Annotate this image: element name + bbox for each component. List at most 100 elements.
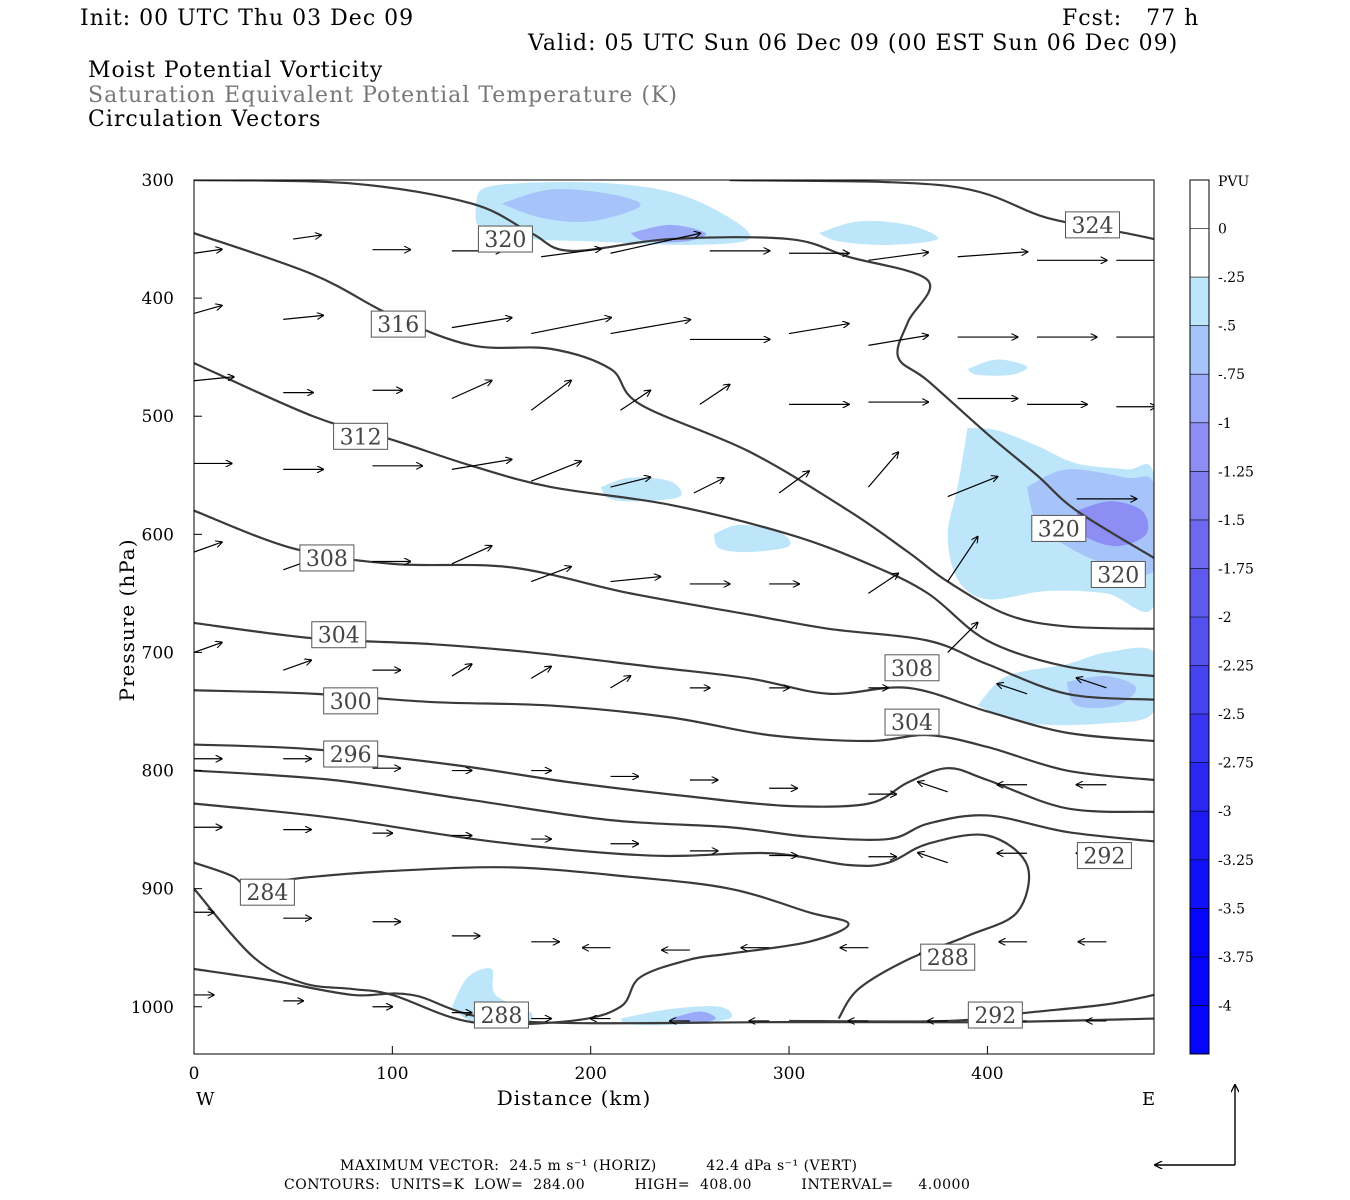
circulation-vector [947, 622, 978, 653]
circulation-vector [620, 390, 650, 411]
contour-label-box [311, 621, 367, 649]
colorbar-seg [1190, 956, 1209, 1006]
circulation-vector [293, 235, 321, 240]
colorbar-label: -2 [1218, 610, 1232, 626]
circulation-vector [778, 471, 809, 494]
y-tick-label: 1000 [131, 998, 174, 1018]
circulation-vector [451, 381, 492, 400]
contour-label: 288 [927, 946, 969, 971]
colorbar-label: -3.5 [1218, 901, 1245, 917]
colorbar-seg [1190, 1005, 1209, 1054]
contour-label: 324 [1072, 214, 1114, 239]
contour-label: 312 [340, 425, 382, 450]
circulation-vector [194, 249, 222, 254]
y-tick-label: 900 [142, 880, 174, 900]
circulation-vector [194, 642, 222, 653]
colorbar-label: -1.5 [1218, 513, 1245, 529]
contour-label: 308 [306, 547, 348, 572]
theta-es-contours [194, 180, 1154, 1026]
colorbar-seg [1190, 325, 1209, 375]
colorbar-seg [1190, 374, 1209, 423]
reference-vector [1155, 1085, 1235, 1165]
contour-label: 292 [1083, 845, 1125, 870]
x-tick-label: 400 [971, 1064, 1003, 1084]
y-tick-label: 700 [142, 643, 174, 663]
contour-label: 320 [484, 228, 526, 253]
pv-region-11 [1066, 675, 1137, 709]
colorbar-label: -1 [1218, 416, 1232, 432]
contour-label-box [239, 878, 295, 906]
colorbar-label: -.75 [1218, 367, 1245, 383]
circulation-vector [451, 664, 472, 677]
circulation-vector [530, 666, 551, 679]
contour-324-0 [729, 180, 1154, 241]
colorbar-label: -.25 [1218, 270, 1245, 286]
colorbar-seg [1190, 665, 1209, 715]
x-tick-label: 300 [773, 1064, 805, 1084]
contour-label-box [477, 225, 533, 253]
contour-304-5 [194, 621, 1154, 743]
contour-label-box [884, 708, 940, 736]
circulation-vector [531, 318, 611, 335]
contour-label-box [370, 310, 426, 338]
contour-info-note: CONTOURS: UNITS=K LOW= 284.00 HIGH= 408.… [284, 1177, 971, 1193]
circulation-vector [947, 477, 998, 498]
contour-label-box [323, 740, 379, 768]
contour-label: 320 [1097, 563, 1139, 588]
valid-time: Valid: 05 UTC Sun 06 Dec 09 (00 EST Sun … [528, 31, 1179, 56]
circulation-vector [918, 853, 948, 864]
colorbar-label: -2.25 [1218, 659, 1254, 675]
circulation-vector [868, 335, 928, 346]
colorbar-label: -.5 [1218, 319, 1236, 335]
y-axis-label: Pressure (hPa) [115, 539, 139, 702]
colorbar-label: -1.75 [1218, 561, 1254, 577]
field-title-theta-es: Saturation Equivalent Potential Temperat… [88, 83, 678, 108]
field-title-mpv: Moist Potential Vorticity [88, 58, 384, 83]
contour-label: 296 [330, 743, 372, 768]
pv-region-4 [967, 359, 1028, 376]
contour-292-8 [194, 769, 1154, 843]
max-vector-note: MAXIMUM VECTOR: 24.5 m s⁻¹ (HORIZ) 42.4 … [340, 1158, 858, 1174]
circulation-vector [867, 452, 898, 488]
circulation-vector [530, 567, 571, 583]
x-tick-label: 0 [189, 1064, 200, 1084]
circulation-vector [194, 305, 222, 315]
circulation-vector [868, 252, 928, 261]
contour-label: 304 [891, 711, 933, 736]
colorbar-seg [1190, 471, 1209, 520]
circulation-vector [530, 461, 581, 482]
circulation-vector [451, 546, 492, 565]
circulation-vector [610, 577, 661, 583]
colorbar-label: 0 [1218, 222, 1227, 238]
east-label: E [1142, 1089, 1155, 1110]
x-axis-label: Distance (km) [497, 1086, 652, 1110]
circulation-vector [1076, 678, 1107, 689]
contour-label-box [1065, 211, 1121, 239]
contour-label-box [884, 654, 940, 682]
y-tick-label: 300 [142, 171, 174, 191]
contour-296-7 [194, 743, 1154, 814]
y-tick-label: 500 [142, 407, 174, 427]
circulation-vector [699, 384, 730, 405]
pv-shading-layer [451, 182, 1154, 1026]
pv-region-1 [501, 189, 641, 223]
circulation-vector [918, 782, 948, 793]
plot-frame [193, 179, 1155, 1055]
y-tick-label: 400 [142, 289, 174, 309]
colorbar-seg [1190, 519, 1209, 569]
pv-region-6 [713, 524, 791, 553]
circulation-vector [610, 676, 631, 689]
contour-label-box [920, 943, 976, 971]
contour-label: 316 [377, 313, 419, 338]
colorbar-seg [1190, 908, 1209, 957]
axes: 0 100 200 300 400 300 400 500 600 700 800 900 1000 Di… [115, 171, 1155, 1110]
circulation-vector [997, 684, 1028, 695]
circulation-vector [788, 324, 849, 335]
colorbar-label: -3 [1218, 804, 1232, 820]
circulation-vector [610, 320, 691, 335]
contour-label: 288 [480, 1004, 522, 1029]
colorbar-seg [1190, 277, 1209, 326]
circulation-vector [194, 377, 234, 382]
colorbar-label: -2.5 [1218, 707, 1245, 723]
